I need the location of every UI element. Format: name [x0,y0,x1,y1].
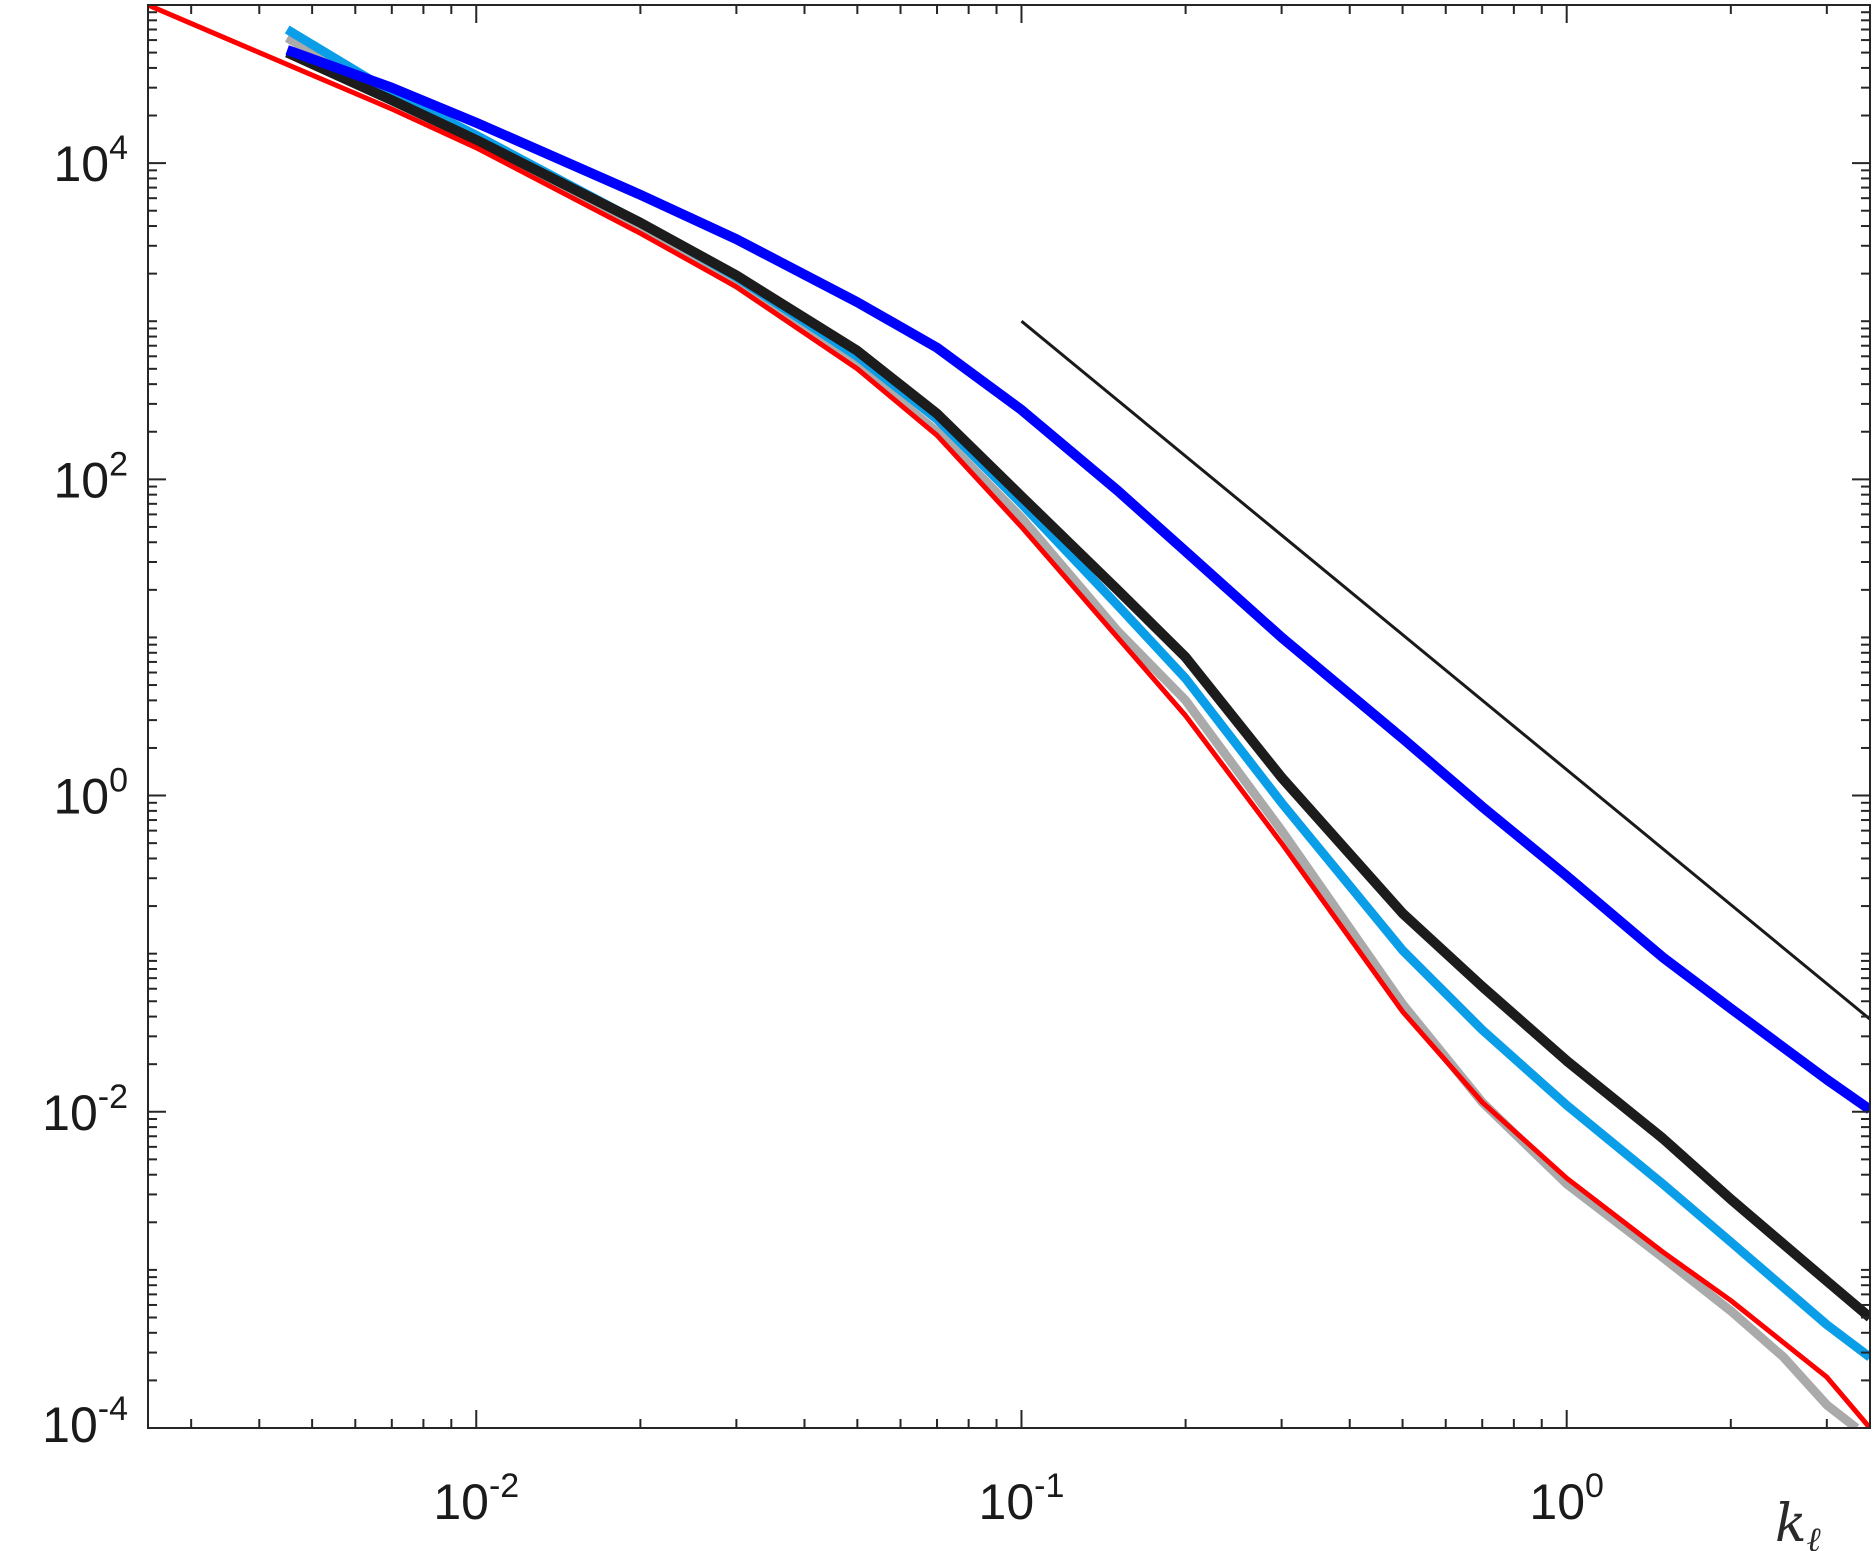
y-tick-label-exponent: 4 [109,129,128,167]
y-tick-label-base: 10 [42,1397,98,1453]
series-line-1 [284,33,1860,1428]
x-axis-label: kℓ [1775,1494,1821,1551]
y-tick-label-base: 10 [53,136,109,192]
y-tick-label: 10-2 [42,1078,128,1141]
y-tick-label: 104 [53,129,128,192]
x-tick-label: 100 [1529,1467,1604,1530]
x-tick-label: 10-1 [979,1467,1065,1530]
series-line-6 [1020,320,1870,1021]
x-axis-label-main: k [1775,1494,1807,1551]
series-line-4 [285,45,1870,1114]
y-tick-label-exponent: 0 [109,762,128,800]
y-tick-label-exponent: -2 [98,1078,128,1116]
x-tick-label-exponent: -2 [489,1467,519,1505]
y-tick-label: 100 [53,762,128,825]
y-tick-label-exponent: 2 [109,445,128,483]
series-line-3 [285,48,1870,1322]
y-tick-label-base: 10 [42,1085,98,1141]
x-axis-label-subscript: ℓ [1807,1520,1821,1551]
y-tick-label: 102 [53,445,128,508]
x-tick-label-exponent: 0 [1585,1467,1604,1505]
x-tick-label-base: 10 [1529,1474,1585,1530]
x-tick-label-exponent: -1 [1034,1467,1064,1505]
x-tick-label: 10-2 [433,1467,519,1530]
y-tick-label-exponent: -4 [98,1390,128,1428]
series-line-5 [148,5,1870,1428]
y-tick-label-base: 10 [53,769,109,825]
x-tick-label-base: 10 [979,1474,1035,1530]
series-layer [148,5,1870,1428]
x-tick-label-base: 10 [433,1474,489,1530]
y-tick-label: 10-4 [42,1390,128,1453]
plot-frame [147,4,1871,1429]
y-tick-label-base: 10 [53,452,109,508]
tick-layer [148,4,1870,1429]
